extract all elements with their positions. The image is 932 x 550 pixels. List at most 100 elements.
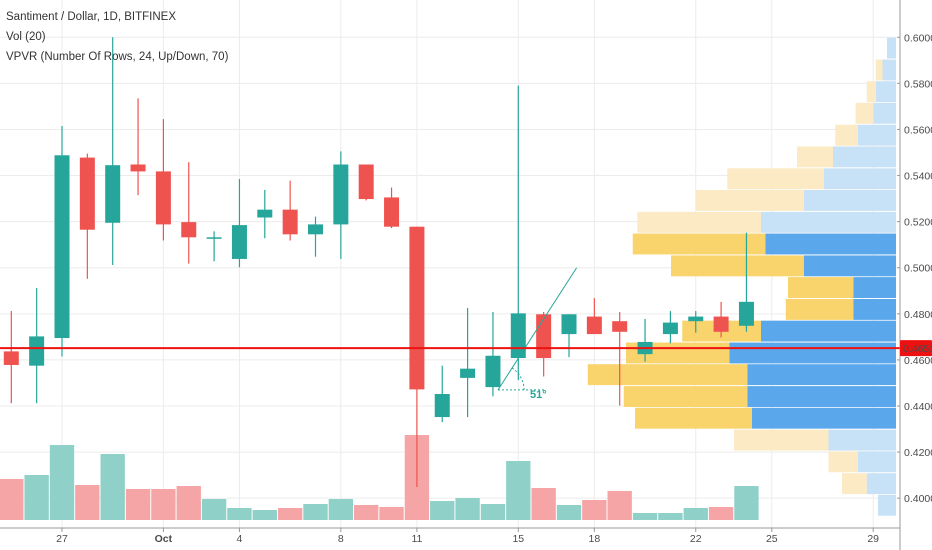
vpvr-up-bar — [761, 211, 896, 233]
candle-body — [308, 224, 323, 235]
volume-profile — [587, 37, 896, 516]
volume-bar — [354, 505, 379, 520]
candle-body — [358, 164, 374, 200]
vpvr-down-bar — [797, 146, 833, 168]
candle-body — [561, 314, 577, 335]
candle-body — [79, 157, 95, 230]
vpvr-up-bar — [824, 168, 896, 190]
volume-bar — [531, 488, 556, 520]
vpvr-up-bar — [828, 429, 896, 451]
vpvr-up-bar — [857, 451, 896, 473]
vpvr-up-bar — [803, 189, 896, 211]
x-tick-label: 18 — [589, 533, 601, 545]
volume-bar — [556, 505, 582, 520]
candle-body — [485, 355, 501, 388]
candle-body — [282, 209, 298, 235]
vpvr-down-bar — [637, 211, 761, 233]
candle-body — [384, 197, 400, 227]
x-tick-label: 8 — [338, 533, 344, 545]
vpvr-up-bar — [857, 124, 896, 146]
volume-bar — [49, 445, 75, 520]
y-tick-label: 0.6000 — [904, 32, 932, 44]
candle-body — [460, 368, 476, 378]
volume-bar — [379, 507, 404, 520]
trend-line[interactable] — [497, 267, 578, 391]
volume-bar — [632, 513, 658, 520]
candle-body — [206, 237, 222, 239]
vpvr-down-bar — [587, 364, 748, 386]
candlesticks[interactable] — [3, 37, 754, 488]
vpvr-up-bar — [866, 473, 896, 495]
candle-body — [29, 336, 45, 366]
vpvr-down-bar — [866, 81, 876, 103]
candle-body — [105, 165, 121, 223]
volume-bar — [430, 501, 455, 520]
candle-body — [612, 321, 628, 332]
volume-bar — [125, 489, 151, 520]
candle-body — [155, 171, 171, 225]
x-tick-label: 11 — [411, 533, 422, 545]
angle-arc — [511, 367, 525, 390]
volume-bar — [151, 489, 176, 520]
vpvr-indicator-label[interactable]: VPVR (Number Of Rows, 24, Up/Down, 70) — [6, 51, 229, 63]
x-tick-label: 15 — [512, 533, 524, 545]
chart-legend: Santiment / Dollar, 1D, BITFINEX Vol (20… — [6, 7, 228, 67]
vpvr-down-bar — [734, 429, 829, 451]
volume-bar — [607, 491, 632, 520]
vpvr-down-bar — [835, 124, 858, 146]
volume-bar — [303, 504, 328, 520]
drawings[interactable]: 51° — [497, 267, 578, 401]
volume-bar — [75, 485, 100, 520]
candle-body — [54, 155, 70, 339]
candle-body — [586, 316, 602, 335]
volume-bar — [277, 508, 303, 520]
vpvr-up-bar — [853, 277, 896, 298]
vpvr-up-bar — [833, 146, 896, 168]
vpvr-down-bar — [623, 386, 748, 407]
last-price-tag: 0.4651 — [900, 340, 932, 357]
volume-bar — [480, 504, 506, 520]
candle-body — [688, 316, 704, 322]
candle-body — [231, 225, 247, 259]
vpvr-up-bar — [765, 233, 896, 255]
vpvr-down-bar — [695, 189, 804, 211]
candle-body — [662, 322, 678, 335]
volume-bar — [734, 486, 759, 520]
vpvr-down-bar — [788, 277, 854, 298]
candle-body — [130, 164, 146, 172]
vpvr-down-bar — [785, 298, 854, 320]
vpvr-down-bar — [828, 451, 858, 473]
candle-body — [181, 222, 197, 238]
angle-label: 51° — [530, 389, 547, 401]
symbol-title[interactable]: Santiment / Dollar, 1D, BITFINEX — [6, 11, 177, 23]
x-tick-label: 4 — [237, 533, 243, 545]
candle-body — [510, 313, 526, 359]
vpvr-down-bar — [842, 473, 867, 495]
volume-bar — [176, 486, 201, 520]
candle-body — [713, 316, 729, 332]
vpvr-up-bar — [803, 255, 896, 277]
x-tick-label: Oct — [155, 533, 173, 545]
vpvr-up-bar — [882, 59, 896, 81]
vpvr-up-bar — [873, 102, 896, 124]
x-tick-label: 22 — [690, 533, 702, 545]
vpvr-up-bar — [887, 37, 896, 59]
volume-bar — [506, 461, 531, 520]
x-tick-label: 29 — [867, 533, 879, 545]
x-tick-label: 25 — [766, 533, 778, 545]
vpvr-down-bar — [727, 168, 824, 190]
vpvr-down-bar — [671, 255, 804, 277]
candle-body — [3, 351, 19, 365]
volume-bars — [0, 435, 759, 520]
volume-indicator-label[interactable]: Vol (20) — [6, 31, 46, 43]
